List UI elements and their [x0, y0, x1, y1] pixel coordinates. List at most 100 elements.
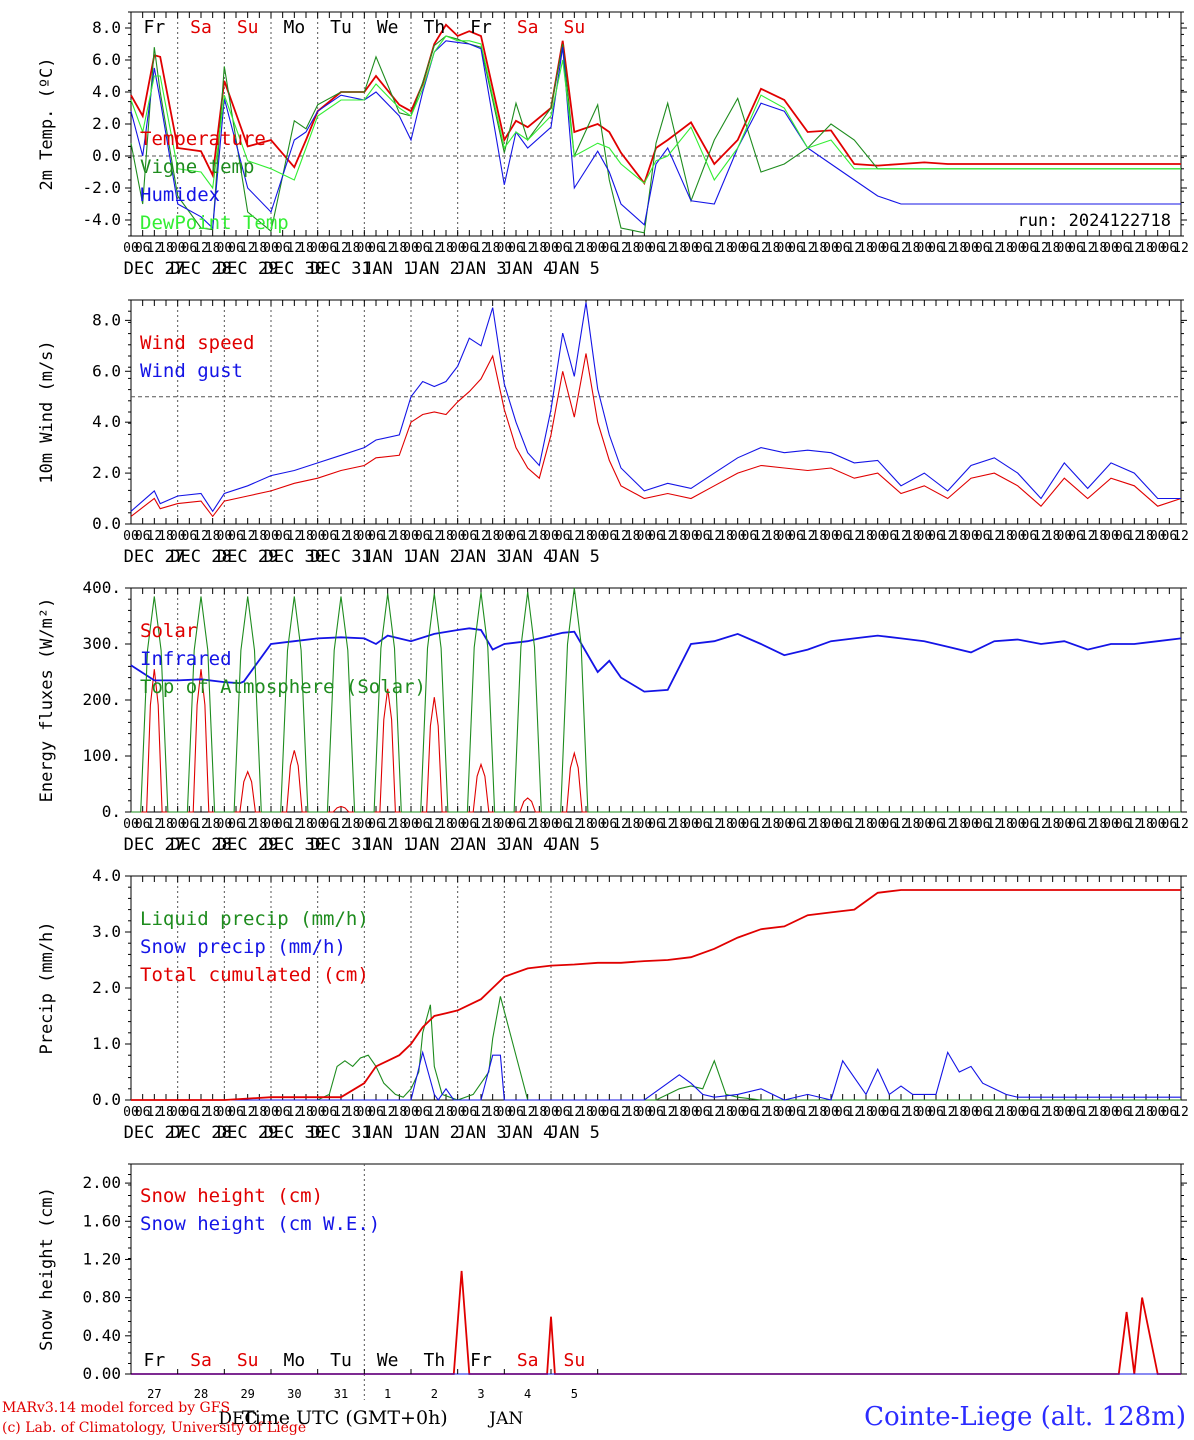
hour-tick-label: 06 [975, 241, 991, 256]
hour-tick-label: 18 [1138, 817, 1154, 832]
hour-tick-label: 18 [1092, 241, 1108, 256]
hour-tick-label: 00 [170, 817, 186, 832]
hour-tick-label: 18 [1092, 817, 1108, 832]
hour-tick-label: 00 [123, 529, 139, 544]
hour-tick-label: 00 [823, 529, 839, 544]
hour-tick-label: 12 [1033, 817, 1049, 832]
hour-tick-label: 06 [788, 529, 804, 544]
hour-tick-label: 00 [357, 241, 373, 256]
hour-tick-label: 06 [555, 529, 571, 544]
hour-tick-label: 06 [1068, 817, 1084, 832]
date-label: JAN 2 [409, 259, 460, 279]
legend-solar: Solar [140, 620, 197, 642]
hour-tick-label: 12 [753, 1105, 769, 1120]
hour-tick-label: 00 [870, 241, 886, 256]
hour-tick-label: 06 [555, 817, 571, 832]
date-label: DEC 31 [310, 1123, 371, 1143]
legend-vigne-temp: Vigne temp [140, 156, 254, 178]
y-axis-label: Energy fluxes (W/m²) [37, 598, 57, 803]
hour-tick-label: 06 [788, 1105, 804, 1120]
hour-tick-label: 12 [1127, 241, 1143, 256]
hour-tick-label: 00 [1150, 817, 1166, 832]
hour-tick-label: 06 [882, 817, 898, 832]
hour-tick-label: 00 [917, 529, 933, 544]
series-line-top-of-atmosphere-solar [131, 587, 1181, 813]
date-label: DEC 30 [264, 547, 325, 567]
day-name: Th [423, 1350, 445, 1371]
hour-tick-label: 12 [847, 529, 863, 544]
hour-tick-label: 00 [310, 241, 326, 256]
series-line-dewpoint-temp [130, 35, 1181, 190]
hour-tick-label: 12 [1080, 817, 1096, 832]
series-line-vigne-temp [130, 35, 1181, 234]
hour-tick-label: 18 [905, 1105, 921, 1120]
hour-tick-label: 00 [1150, 241, 1166, 256]
hour-tick-label: 00 [917, 241, 933, 256]
day-name: Su [563, 17, 585, 38]
hour-tick-label: 00 [170, 1105, 186, 1120]
hour-tick-label: 12 [333, 241, 349, 256]
y-tick-label: 1.60 [82, 1211, 121, 1230]
hour-tick-label: 00 [123, 1105, 139, 1120]
y-tick-label: 0.00 [82, 1364, 121, 1383]
hour-tick-label: 06 [275, 529, 291, 544]
legend-temperature: Temperature [140, 128, 266, 150]
hour-tick-label: 06 [742, 529, 758, 544]
y-tick-label: 0.0 [92, 514, 121, 533]
y-tick-label: 0. [102, 802, 121, 821]
hour-tick-label: 00 [777, 529, 793, 544]
hour-tick-label: 12 [707, 241, 723, 256]
hour-tick-label: 18 [1138, 1105, 1154, 1120]
hour-tick-label: 06 [928, 529, 944, 544]
date-label: JAN 4 [502, 259, 553, 279]
hour-tick-label: 06 [228, 817, 244, 832]
y-tick-label: 400. [82, 578, 121, 597]
day-name: Fr [470, 1350, 492, 1371]
hour-tick-label: 00 [357, 817, 373, 832]
hour-tick-label: 00 [683, 1105, 699, 1120]
hour-tick-label: 00 [963, 817, 979, 832]
hour-tick-label: 06 [368, 817, 384, 832]
date-label: JAN 1 [362, 1123, 413, 1143]
y-tick-label: 8.0 [92, 18, 121, 37]
date-label: DEC 28 [170, 835, 231, 855]
day-name: We [377, 1350, 399, 1371]
hour-tick-label: 12 [473, 817, 489, 832]
hour-tick-label: 12 [520, 817, 536, 832]
hour-tick-label: 12 [613, 817, 629, 832]
hour-tick-label: 00 [1010, 529, 1026, 544]
day-name: Sa [190, 17, 212, 38]
hour-tick-label: 12 [380, 1105, 396, 1120]
hour-tick-label: 12 [660, 529, 676, 544]
date-label: DEC 28 [170, 547, 231, 567]
y-tick-label: 2.0 [92, 463, 121, 482]
hour-tick-label: 06 [1068, 241, 1084, 256]
hour-tick-label: 18 [858, 241, 874, 256]
hour-tick-label: 06 [1115, 529, 1131, 544]
x-axis-label: Time UTC (GMT+0h) [242, 1407, 448, 1429]
hour-tick-label: 12 [1173, 241, 1189, 256]
hour-tick-label: 18 [998, 241, 1014, 256]
hour-tick-label: 18 [812, 241, 828, 256]
series-line-liquid-precip-mm-h [131, 996, 1181, 1101]
hour-tick-label: 00 [357, 1105, 373, 1120]
hour-tick-label: 00 [823, 241, 839, 256]
hour-tick-label: 18 [205, 1105, 221, 1120]
hour-tick-label: 06 [835, 529, 851, 544]
hour-tick-label: 06 [508, 1105, 524, 1120]
hour-tick-label: 06 [275, 1105, 291, 1120]
hour-tick-label: 00 [870, 529, 886, 544]
hour-tick-label: 06 [1162, 1105, 1178, 1120]
hour-tick-label: 06 [415, 241, 431, 256]
hour-tick-label: 00 [590, 1105, 606, 1120]
hour-tick-label: 06 [975, 529, 991, 544]
date-label: JAN 3 [455, 835, 506, 855]
hour-tick-label: 18 [485, 817, 501, 832]
hour-tick-label: 18 [672, 241, 688, 256]
hour-tick-label: 12 [427, 817, 443, 832]
day-number: 2 [431, 1387, 438, 1401]
hour-tick-label: 12 [1173, 1105, 1189, 1120]
hour-tick-label: 06 [835, 241, 851, 256]
hour-tick-label: 12 [940, 241, 956, 256]
day-number: 1 [384, 1387, 391, 1401]
